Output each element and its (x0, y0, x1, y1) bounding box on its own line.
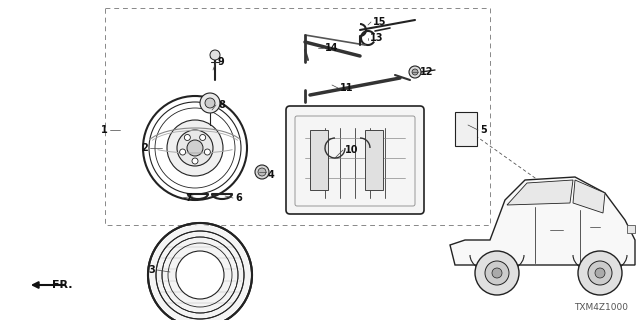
Text: 11: 11 (340, 83, 353, 93)
Circle shape (204, 149, 211, 155)
Text: TXM4Z1000: TXM4Z1000 (574, 303, 628, 312)
Circle shape (588, 261, 612, 285)
Text: 14: 14 (325, 43, 339, 53)
Circle shape (150, 225, 250, 320)
Polygon shape (573, 180, 605, 213)
Text: 2: 2 (141, 143, 148, 153)
Bar (365, 130, 383, 190)
Circle shape (258, 168, 266, 176)
Circle shape (176, 251, 224, 299)
Circle shape (485, 261, 509, 285)
Circle shape (187, 140, 203, 156)
Text: 13: 13 (370, 33, 383, 43)
Circle shape (255, 165, 269, 179)
Polygon shape (507, 180, 573, 205)
Text: 8: 8 (218, 100, 225, 110)
Text: 10: 10 (345, 145, 358, 155)
Circle shape (180, 149, 186, 155)
Text: FR.: FR. (52, 280, 72, 290)
Circle shape (200, 93, 220, 113)
Bar (310, 130, 328, 190)
Polygon shape (450, 177, 635, 265)
Bar (455, 112, 477, 146)
Circle shape (475, 251, 519, 295)
Circle shape (595, 268, 605, 278)
Text: 7: 7 (185, 193, 192, 203)
Circle shape (492, 268, 502, 278)
Text: 9: 9 (218, 57, 225, 67)
Text: 6: 6 (235, 193, 242, 203)
Text: 3: 3 (148, 265, 155, 275)
Circle shape (167, 120, 223, 176)
Bar (627, 225, 635, 233)
Text: 5: 5 (480, 125, 487, 135)
Circle shape (177, 130, 213, 166)
Text: 15: 15 (373, 17, 387, 27)
Circle shape (409, 66, 421, 78)
Circle shape (210, 50, 220, 60)
Circle shape (192, 158, 198, 164)
Bar (105, 8, 490, 225)
Text: 1: 1 (101, 125, 108, 135)
Circle shape (412, 69, 418, 75)
Circle shape (200, 134, 205, 140)
Circle shape (578, 251, 622, 295)
FancyBboxPatch shape (286, 106, 424, 214)
Text: 4: 4 (268, 170, 275, 180)
Text: 12: 12 (420, 67, 433, 77)
Circle shape (184, 134, 190, 140)
Circle shape (205, 98, 215, 108)
